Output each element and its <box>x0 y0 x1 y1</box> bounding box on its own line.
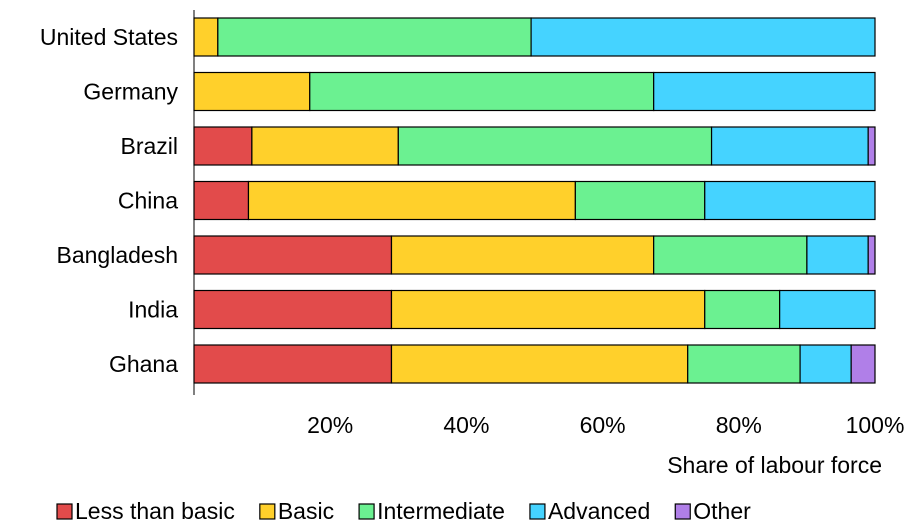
bar-segment-ghana-basic <box>390 344 689 384</box>
legend-label: Less than basic <box>75 498 235 524</box>
bar-segment-china-intermediate <box>574 180 706 221</box>
legend-item-advanced: Advanced <box>529 498 650 524</box>
bar-segment-ghana-other <box>850 344 876 384</box>
legend-label: Basic <box>278 498 334 524</box>
bar-segment-bangladesh-basic <box>390 235 655 275</box>
category-label-bangladesh: Bangladesh <box>57 242 179 268</box>
x-axis-title: Share of labour force <box>667 452 882 478</box>
legend-swatch <box>674 503 691 520</box>
bar-segment-india-advanced <box>779 289 876 330</box>
bar-segment-brazil-advanced <box>710 126 869 166</box>
bar-segment-germany-basic <box>193 71 311 112</box>
bar-segment-brazil-other <box>867 126 876 166</box>
legend-label: Intermediate <box>377 498 505 524</box>
category-label-brazil: Brazil <box>120 133 178 159</box>
bar-segment-china-less-than-basic <box>193 180 250 221</box>
bar-segment-bangladesh-less-than-basic <box>193 235 393 275</box>
legend-swatch <box>56 503 73 520</box>
x-tick-label: 40% <box>443 412 489 438</box>
category-label-germany: Germany <box>83 79 178 105</box>
category-label-india: India <box>128 297 178 323</box>
bar-segment-brazil-basic <box>251 126 399 166</box>
category-labels: United States Germany Brazil China Banglades… <box>40 24 179 377</box>
bar-segment-india-less-than-basic <box>193 289 393 330</box>
bar-segment-bangladesh-advanced <box>806 235 869 275</box>
category-label-ghana: Ghana <box>109 351 178 377</box>
bar-segment-united-states-intermediate <box>217 17 532 57</box>
bar-segment-india-intermediate <box>704 289 781 330</box>
bar-segment-united-states-basic <box>193 17 219 57</box>
bar-segment-china-basic <box>247 180 576 221</box>
category-label-united-states: United States <box>40 24 178 50</box>
x-tick-labels: 20% 40% 60% 80% 100% <box>307 412 904 438</box>
bar-segment-ghana-advanced <box>799 344 852 384</box>
bar-segment-ghana-intermediate <box>687 344 801 384</box>
x-tick-label: 20% <box>307 412 353 438</box>
bar-segment-ghana-less-than-basic <box>193 344 393 384</box>
bar-segment-china-advanced <box>704 180 876 221</box>
bar-segment-india-basic <box>390 289 706 330</box>
bar-segment-germany-advanced <box>653 71 876 112</box>
bar-segment-bangladesh-intermediate <box>653 235 808 275</box>
legend-label: Advanced <box>548 498 650 524</box>
legend-item-intermediate: Intermediate <box>358 498 505 524</box>
legend-label: Other <box>693 498 751 524</box>
legend: Less than basic Basic Intermediate Advanced… <box>56 498 751 524</box>
legend-swatch <box>358 503 375 520</box>
bar-segment-bangladesh-other <box>867 235 876 275</box>
bars-layer <box>193 17 876 384</box>
x-tick-label: 80% <box>716 412 762 438</box>
legend-item-other: Other <box>674 498 751 524</box>
x-tick-label: 100% <box>846 412 905 438</box>
bar-segment-united-states-advanced <box>530 17 876 57</box>
legend-swatch <box>529 503 546 520</box>
legend-swatch <box>259 503 276 520</box>
category-label-china: China <box>118 188 178 214</box>
legend-item-less-than-basic: Less than basic <box>56 498 235 524</box>
x-tick-label: 60% <box>580 412 626 438</box>
bar-segment-brazil-intermediate <box>397 126 713 166</box>
legend-item-basic: Basic <box>259 498 334 524</box>
bar-segment-germany-intermediate <box>309 71 655 112</box>
bar-segment-brazil-less-than-basic <box>193 126 253 166</box>
